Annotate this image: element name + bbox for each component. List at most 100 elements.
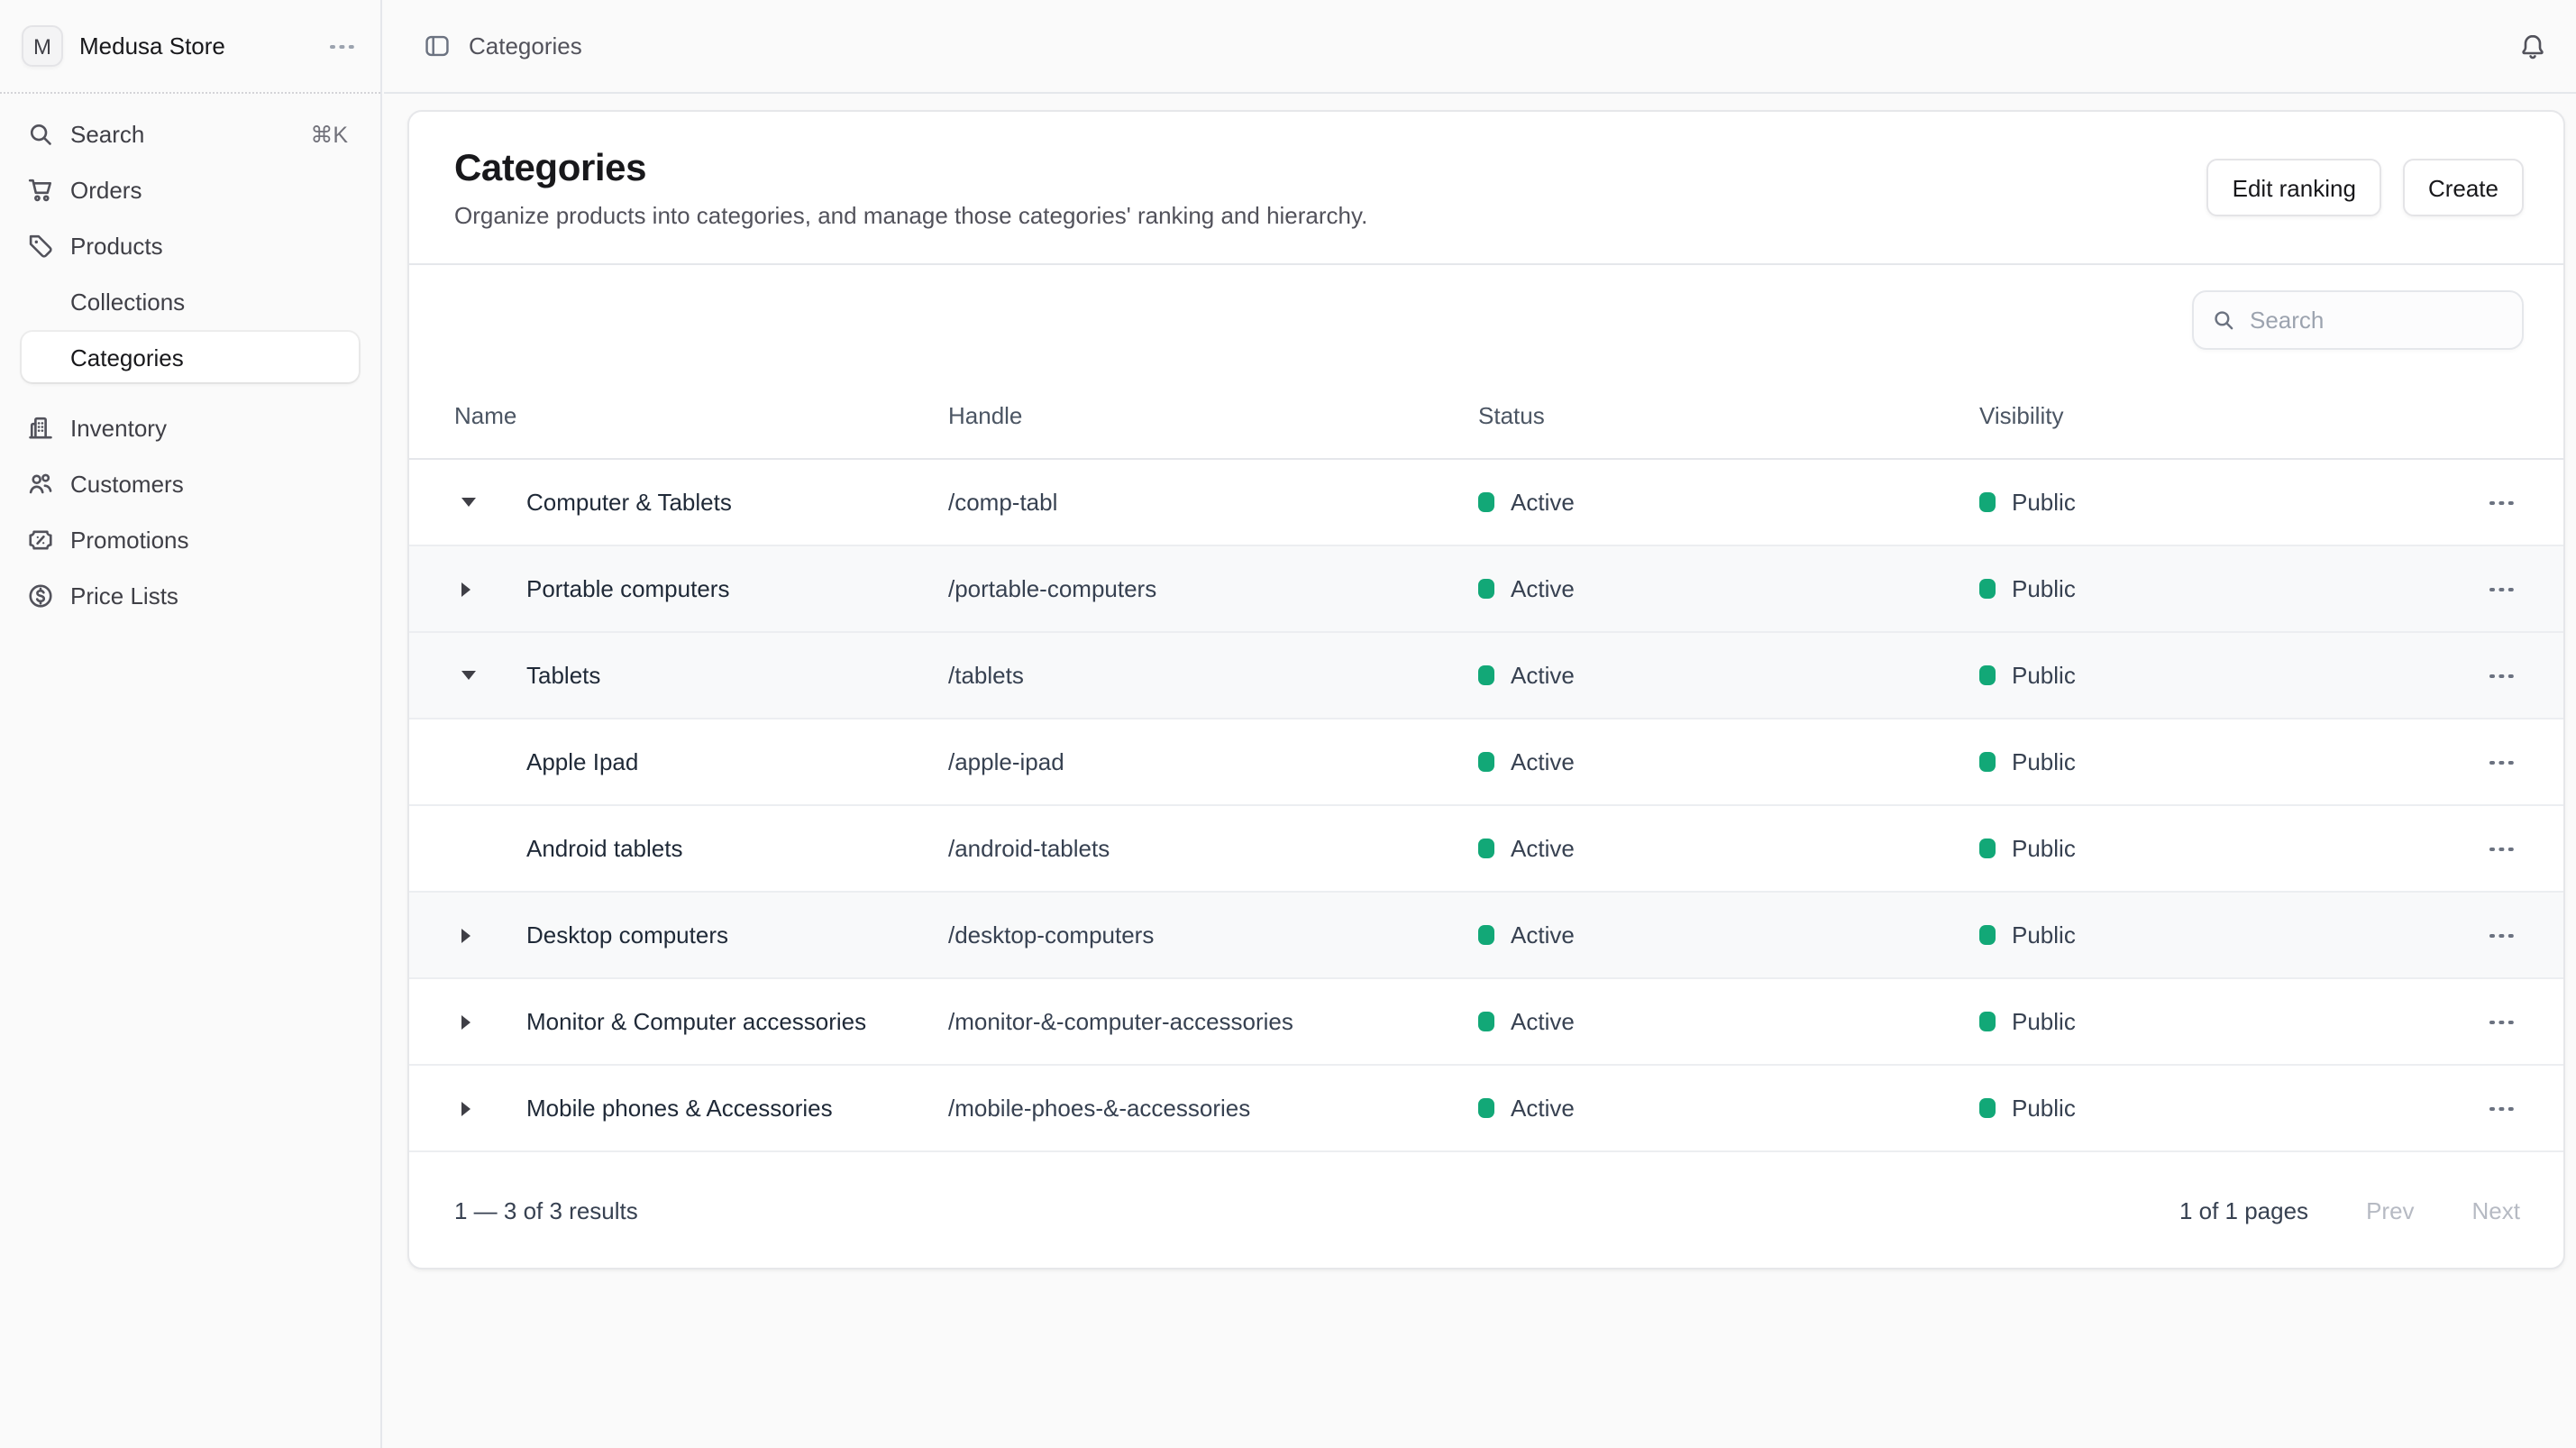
sidebar-item-inventory[interactable]: Inventory	[22, 402, 359, 453]
table-header: Name Handle Status Visibility	[409, 373, 2563, 460]
column-header-name: Name	[454, 402, 517, 429]
expand-toggle[interactable]	[454, 582, 526, 596]
bell-icon[interactable]	[2518, 32, 2547, 60]
status-dot-icon	[1478, 752, 1494, 772]
expand-toggle[interactable]	[454, 671, 526, 680]
sidebar-item-categories[interactable]: Categories	[22, 332, 359, 382]
status-label: Active	[1511, 575, 1575, 602]
table-search[interactable]	[2192, 289, 2524, 349]
expand-toggle[interactable]	[454, 1014, 526, 1029]
category-name: Computer & Tablets	[526, 489, 732, 516]
visibility-label: Public	[2012, 1008, 2076, 1035]
sidebar-item-price-lists[interactable]: Price Lists	[22, 570, 359, 620]
status-dot-icon	[1478, 492, 1494, 512]
sidebar-item-collections[interactable]: Collections	[70, 288, 186, 315]
sidebar-nav: Search ⌘K Orders Products Collections Ca…	[0, 94, 380, 620]
topbar: Categories	[384, 0, 2576, 94]
visibility-dot-icon	[1979, 925, 1996, 945]
visibility-dot-icon	[1979, 1012, 1996, 1031]
row-menu-icon[interactable]	[2484, 917, 2520, 953]
visibility-label: Public	[2012, 489, 2076, 516]
visibility-dot-icon	[1979, 579, 1996, 599]
sidebar-item-search[interactable]: Search ⌘K	[22, 108, 359, 159]
row-menu-icon[interactable]	[2484, 744, 2520, 780]
row-menu-icon[interactable]	[2484, 571, 2520, 607]
tag-icon	[27, 232, 54, 259]
category-handle: /mobile-phoes-&-accessories	[948, 1095, 1251, 1122]
table-row[interactable]: Computer & Tablets /comp-tabl Active Pub…	[409, 460, 2563, 546]
visibility-label: Public	[2012, 748, 2076, 775]
table-toolbar	[409, 263, 2563, 373]
page-indicator: 1 of 1 pages	[2179, 1196, 2309, 1223]
page-description: Organize products into categories, and m…	[454, 201, 1368, 228]
table-row[interactable]: Monitor & Computer accessories /monitor-…	[409, 979, 2563, 1066]
visibility-dot-icon	[1979, 839, 1996, 858]
table-row[interactable]: Mobile phones & Accessories /mobile-phoe…	[409, 1066, 2563, 1152]
visibility-label: Public	[2012, 835, 2076, 862]
status-dot-icon	[1478, 579, 1494, 599]
results-count: 1 — 3 of 3 results	[454, 1196, 638, 1223]
sidebar-item-promotions[interactable]: Promotions	[22, 514, 359, 564]
table-row[interactable]: Tablets /tablets Active Public	[409, 633, 2563, 719]
visibility-label: Public	[2012, 575, 2076, 602]
visibility-dot-icon	[1979, 492, 1996, 512]
create-button[interactable]: Create	[2402, 159, 2524, 216]
search-shortcut: ⌘K	[310, 122, 348, 147]
search-input[interactable]	[2250, 306, 2504, 333]
category-handle: /apple-ipad	[948, 748, 1064, 775]
status-dot-icon	[1478, 839, 1494, 858]
category-name: Desktop computers	[526, 921, 728, 949]
category-handle: /android-tablets	[948, 835, 1110, 862]
store-name: Medusa Store	[79, 32, 225, 60]
expand-toggle[interactable]	[454, 1101, 526, 1115]
visibility-label: Public	[2012, 662, 2076, 689]
ticket-icon	[27, 526, 54, 553]
expand-toggle[interactable]	[454, 928, 526, 942]
row-menu-icon[interactable]	[2484, 657, 2520, 693]
expand-toggle[interactable]	[454, 498, 526, 507]
table-row[interactable]: Portable computers /portable-computers A…	[409, 546, 2563, 633]
status-label: Active	[1511, 662, 1575, 689]
search-icon	[2215, 310, 2233, 329]
row-menu-icon[interactable]	[2484, 484, 2520, 520]
table-row[interactable]: Desktop computers /desktop-computers Act…	[409, 893, 2563, 979]
status-dot-icon	[1478, 1012, 1494, 1031]
expand-arrow-icon	[461, 498, 476, 507]
row-menu-icon[interactable]	[2484, 1004, 2520, 1040]
next-button[interactable]: Next	[2471, 1196, 2520, 1223]
table-row[interactable]: Apple Ipad /apple-ipad Active Public	[409, 719, 2563, 806]
sidebar-toggle-icon[interactable]	[424, 32, 451, 60]
sidebar: M Medusa Store Search ⌘K Orders Products…	[0, 0, 382, 1448]
store-switcher[interactable]: M Medusa Store	[0, 0, 380, 94]
column-header-handle: Handle	[948, 402, 1023, 429]
category-handle: /comp-tabl	[948, 489, 1058, 516]
breadcrumb[interactable]: Categories	[469, 32, 582, 60]
edit-ranking-button[interactable]: Edit ranking	[2206, 159, 2381, 216]
sidebar-item-label: Search	[70, 120, 145, 147]
row-menu-icon[interactable]	[2484, 830, 2520, 866]
sidebar-item-customers[interactable]: Customers	[22, 458, 359, 509]
expand-arrow-icon	[461, 1014, 470, 1029]
dollar-icon	[27, 582, 54, 609]
sidebar-item-orders[interactable]: Orders	[22, 164, 359, 215]
store-avatar: M	[22, 25, 63, 67]
main-area: Categories Categories Organize products …	[384, 0, 2576, 1448]
row-menu-icon[interactable]	[2484, 1090, 2520, 1126]
search-icon	[27, 120, 54, 147]
table-footer: 1 — 3 of 3 results 1 of 1 pages Prev Nex…	[409, 1152, 2563, 1268]
sidebar-item-products[interactable]: Products	[22, 220, 359, 270]
status-dot-icon	[1478, 1098, 1494, 1118]
category-name: Monitor & Computer accessories	[526, 1008, 867, 1035]
status-label: Active	[1511, 748, 1575, 775]
category-handle: /tablets	[948, 662, 1024, 689]
expand-arrow-icon	[461, 582, 470, 596]
page-title: Categories	[454, 147, 647, 188]
ellipsis-icon[interactable]	[326, 30, 359, 62]
table-row[interactable]: Android tablets /android-tablets Active …	[409, 806, 2563, 893]
users-icon	[27, 470, 54, 497]
category-name: Android tablets	[526, 835, 683, 862]
categories-card: Categories Organize products into catego…	[407, 110, 2565, 1269]
prev-button[interactable]: Prev	[2366, 1196, 2415, 1223]
status-dot-icon	[1478, 925, 1494, 945]
